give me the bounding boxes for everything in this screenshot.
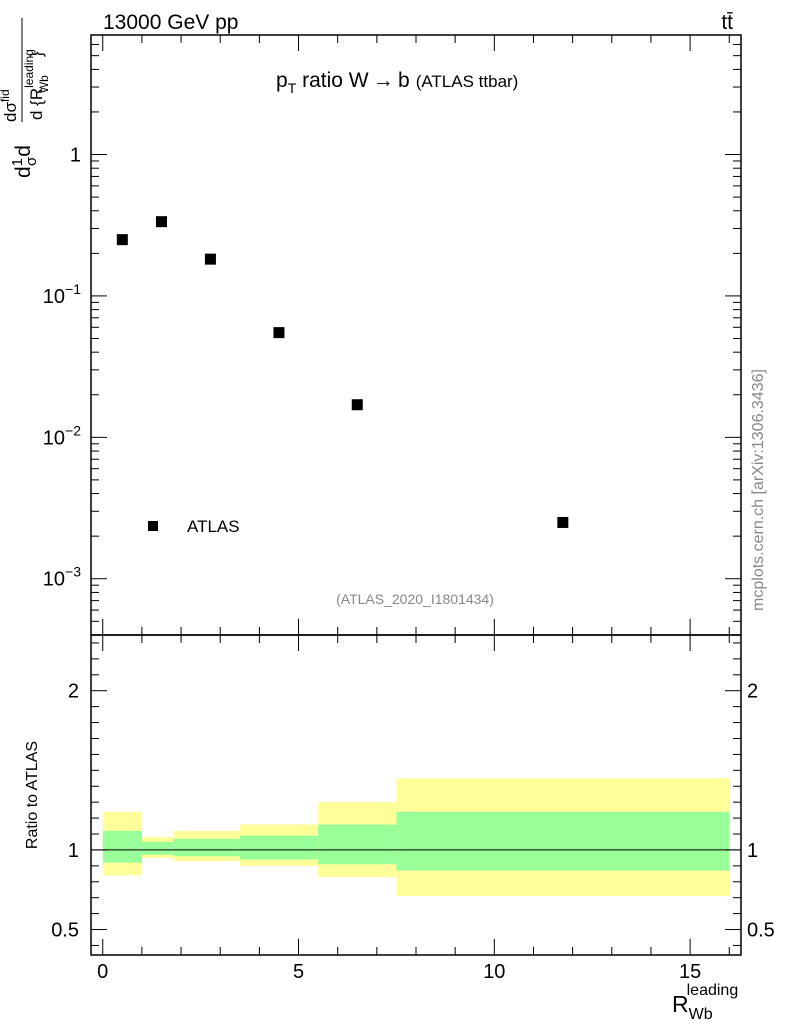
svg-text:dσfid: dσfid xyxy=(0,89,20,122)
ratio-y-tick-label-right: 2 xyxy=(747,681,758,703)
x-axis-label: RWbleading xyxy=(672,982,738,1023)
ratio-y-axis-label: Ratio to ATLAS xyxy=(24,741,41,849)
ratio-band-inner xyxy=(141,841,174,855)
analysis-id: (ATLAS_2020_I1801434) xyxy=(336,591,494,607)
x-tick-label: 0 xyxy=(97,961,108,983)
legend-marker xyxy=(148,521,158,531)
data-point xyxy=(116,234,128,246)
main-y-axis-label: d1σd dσfid d {RleadingWb} xyxy=(0,18,51,178)
energy-label: 13000 GeV pp xyxy=(103,11,238,34)
data-point xyxy=(557,516,569,528)
main-y-tick-label: 10−3 xyxy=(43,564,81,591)
svg-text:d {RleadingWb}: d {RleadingWb} xyxy=(22,49,51,120)
main-y-tick-label: 10−1 xyxy=(43,281,81,308)
data-point xyxy=(351,399,363,411)
ratio-band-inner xyxy=(173,838,240,857)
ratio-y-tick-label-left: 1 xyxy=(68,840,79,862)
data-point xyxy=(273,327,285,339)
data-point xyxy=(155,216,167,228)
main-y-ticks: 1 10−1 10−2 10−3 xyxy=(43,34,741,636)
ratio-band-inner xyxy=(102,830,142,863)
x-tick-label: 5 xyxy=(293,961,304,983)
ratio-band-inner xyxy=(396,811,730,871)
svg-text:d1σd: d1σd xyxy=(9,145,40,178)
ratio-ticks: 2 2 1 1 0.5 0.5 0 5 10 15 xyxy=(51,635,775,983)
main-y-tick-label: 1 xyxy=(70,145,81,167)
ratio-y-tick-label-left: 2 xyxy=(68,681,79,703)
x-tick-label: 15 xyxy=(679,961,701,983)
ratio-bands xyxy=(102,778,730,897)
main-y-tick-label: 10−2 xyxy=(43,422,81,449)
ratio-y-tick-label-right: 1 xyxy=(747,840,758,862)
ratio-band-inner xyxy=(239,835,319,860)
ratio-y-tick-label-left: 0.5 xyxy=(51,920,79,942)
main-plot-frame xyxy=(90,34,742,636)
main-data-points xyxy=(116,216,569,528)
legend-label: ATLAS xyxy=(187,517,240,536)
side-label: mcplots.cern.ch [arXiv:1306.3436] xyxy=(750,369,767,611)
plot-title: pT ratio W → b (ATLAS ttbar) xyxy=(276,69,518,96)
x-tick-label: 10 xyxy=(483,961,505,983)
ratio-band-inner xyxy=(318,824,397,865)
data-point xyxy=(204,253,216,265)
ratio-y-tick-label-right: 0.5 xyxy=(747,920,775,942)
process-label: tt̄ xyxy=(721,11,733,34)
